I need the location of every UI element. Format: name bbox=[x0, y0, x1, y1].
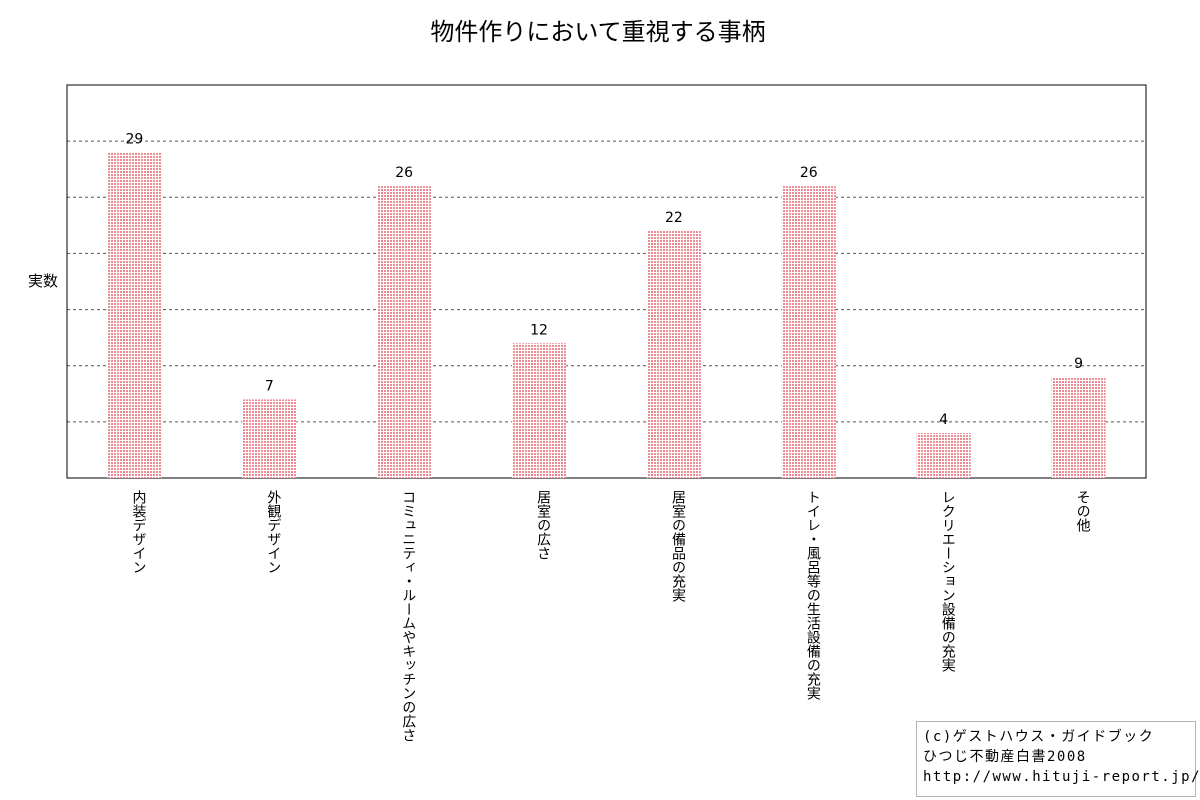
bar-value-label: 26 bbox=[800, 165, 818, 181]
chart-title: 物件作りにおいて重視する事柄 bbox=[430, 18, 765, 46]
bar-value-label: 22 bbox=[665, 210, 683, 226]
x-tick-label: 居室の備品の充実 bbox=[670, 490, 686, 602]
credit-line-1: (c)ゲストハウス・ガイドブック bbox=[923, 729, 1155, 745]
bar-value-label: 29 bbox=[126, 131, 144, 147]
bars bbox=[107, 152, 1106, 479]
bar bbox=[512, 343, 567, 478]
bar-value-label: 7 bbox=[265, 378, 274, 394]
y-axis-label: 実数 bbox=[28, 272, 58, 290]
bar-value-label: 26 bbox=[395, 165, 413, 181]
credit-line-3: http://www.hituji-report.jp/ bbox=[923, 769, 1200, 785]
plot-area bbox=[66, 84, 1147, 479]
x-tick-label: コミュニティ・ルームやキッチンの広さ bbox=[400, 490, 416, 742]
credit-line-2: ひつじ不動産白書2008 bbox=[923, 749, 1087, 765]
bar bbox=[781, 186, 836, 479]
bar bbox=[916, 433, 971, 478]
bar bbox=[646, 230, 701, 478]
x-tick-label: 内装デザイン bbox=[130, 490, 146, 574]
bar-value-label: 9 bbox=[1074, 356, 1083, 372]
x-tick-labels: 内装デザイン 外観デザイン コミュニティ・ルームやキッチンの広さ 居室の広さ 居室の備品… bbox=[130, 490, 1090, 742]
bar-value-label: 12 bbox=[530, 322, 548, 338]
x-tick-label: 外観デザイン bbox=[265, 490, 281, 574]
bar bbox=[377, 186, 432, 479]
x-tick-label: その他 bbox=[1075, 490, 1091, 533]
x-tick-label: レクリエーション設備の充実 bbox=[940, 490, 956, 672]
bar bbox=[107, 152, 162, 478]
credit-box: (c)ゲストハウス・ガイドブック ひつじ不動産白書2008 http://www… bbox=[916, 721, 1200, 797]
x-tick-label: トイレ・風呂等の生活設備の充実 bbox=[805, 490, 821, 700]
bar-value-label: 4 bbox=[939, 412, 948, 428]
value-labels: 29 7 26 12 22 26 4 9 bbox=[126, 131, 1084, 428]
grid-lines bbox=[67, 140, 1146, 423]
bar bbox=[242, 399, 297, 478]
bar bbox=[1051, 376, 1106, 478]
x-tick-label: 居室の広さ bbox=[535, 490, 551, 560]
